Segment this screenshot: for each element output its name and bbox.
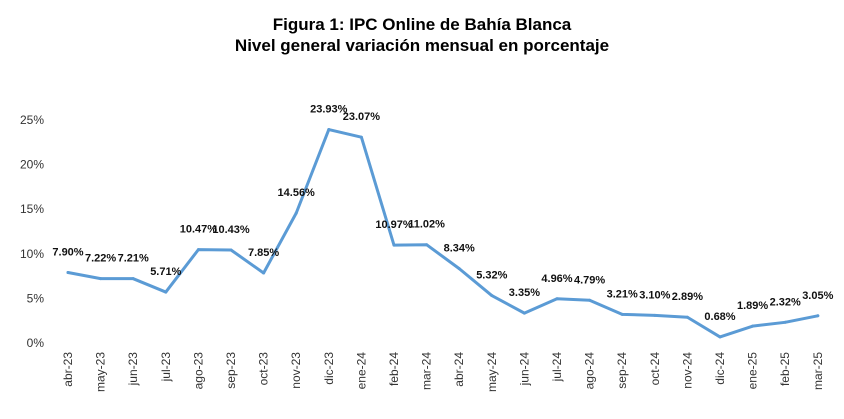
data-label: 11.02% [408,219,445,231]
x-tick-label: jul-23 [159,352,173,383]
x-tick-label: abr-24 [452,352,466,387]
x-tick-label: ene-25 [746,352,760,390]
x-tick-label: jun-24 [517,352,531,387]
data-point [425,243,429,247]
y-tick-label: 15% [20,202,44,216]
data-point [99,277,103,281]
data-point [751,324,755,328]
data-label: 2.32% [770,296,801,308]
data-label: 14.56% [278,187,316,199]
x-tick-label: jun-23 [126,352,140,387]
chart-title: Figura 1: IPC Online de Bahía Blanca [272,15,572,34]
x-tick-label: mar-25 [811,352,825,390]
data-point [555,297,559,301]
x-tick-label: ene-24 [354,352,368,390]
data-point [359,135,363,139]
x-tick-label: feb-24 [387,352,401,386]
data-label: 7.90% [52,247,83,259]
data-label: 4.79% [574,274,605,286]
data-label: 2.89% [672,291,703,303]
data-point [66,271,70,275]
x-tick-label: abr-23 [61,352,75,387]
chart-subtitle: Nivel general variación mensual en porce… [234,36,610,55]
x-tick-label: sep-23 [224,352,238,389]
x-tick-label: ago-24 [583,352,597,390]
x-tick-label: dic-23 [322,352,336,385]
data-point [718,335,722,339]
x-tick-label: sep-24 [615,352,629,389]
series-line [66,128,820,339]
y-tick-label: 0% [27,336,45,350]
chart-title-block: Figura 1: IPC Online de Bahía Blanca Niv… [0,14,844,56]
y-tick-label: 5% [27,291,45,305]
data-point [196,248,200,252]
data-point [816,314,820,318]
data-point [457,267,461,271]
y-tick-label: 25% [20,113,44,127]
data-label: 3.35% [509,287,540,299]
x-tick-label: may-23 [94,352,108,392]
data-label: 3.10% [639,289,670,301]
data-label: 0.68% [704,311,735,323]
y-tick-label: 10% [20,247,44,261]
x-tick-label: mar-24 [420,352,434,390]
data-point [653,313,657,317]
data-label: 23.93% [310,104,348,116]
x-tick-label: oct-24 [648,352,662,386]
x-tick-label: oct-23 [257,352,271,386]
data-point [164,290,168,294]
x-tick-label: nov-23 [289,352,303,389]
data-label: 5.32% [476,270,507,282]
data-label: 8.34% [444,243,475,255]
x-tick-label: ago-23 [191,352,205,390]
x-tick-label: jul-24 [550,352,564,383]
data-point [262,271,266,275]
data-label: 5.71% [150,266,181,278]
data-point [294,211,298,215]
x-tick-label: feb-25 [778,352,792,386]
data-point [392,243,396,247]
data-point [685,315,689,319]
data-point [327,128,331,132]
data-point [620,312,624,316]
data-label: 7.21% [118,253,149,265]
data-point [490,294,494,298]
data-point [229,248,233,252]
data-label: 7.85% [248,247,279,259]
data-point [588,298,592,302]
x-tick-label: dic-24 [713,352,727,385]
y-tick-label: 20% [20,158,44,172]
data-point [522,311,526,315]
x-tick-label: may-24 [485,352,499,392]
data-label: 10.97% [375,219,413,231]
data-label: 7.22% [85,253,116,265]
data-label: 23.07% [343,111,381,123]
data-label: 3.21% [607,288,638,300]
data-point [131,277,135,281]
data-label: 10.43% [212,224,250,236]
data-label: 4.96% [541,273,572,285]
data-point [783,320,787,324]
x-tick-label: nov-24 [680,352,694,389]
data-label: 1.89% [737,300,768,312]
data-label: 3.05% [802,290,833,302]
data-label: 10.47% [180,224,218,236]
